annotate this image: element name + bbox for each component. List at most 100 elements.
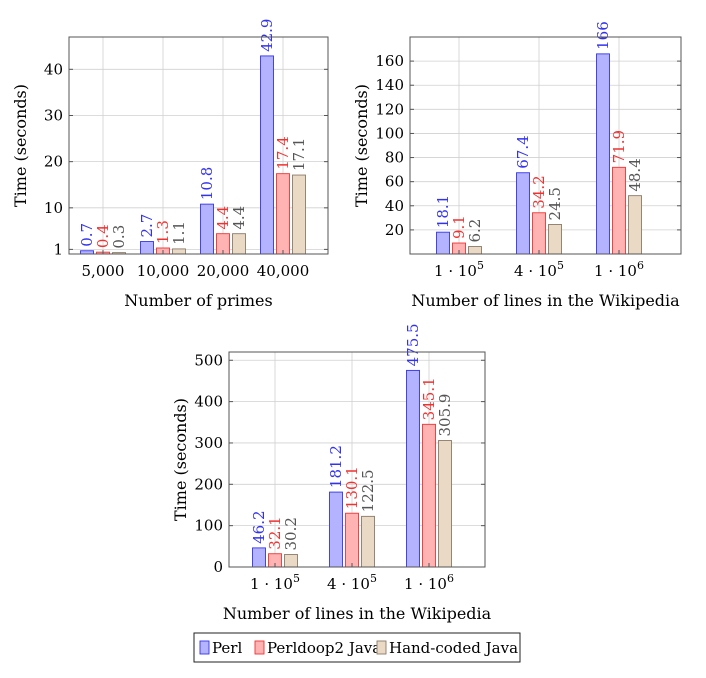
bar-perldoop-3 [276,173,290,255]
y-axis-label: Time (seconds) [352,84,371,207]
legend-label-perl: Perl [212,639,242,657]
legend: Perl Perldoop2 Java Hand-coded Java [193,632,521,663]
y-tick-label: 500 [194,351,223,369]
data-label-perl-2: 166 [594,21,612,50]
data-label-perldoop-1: 34.2 [530,175,548,208]
legend-box [193,632,521,663]
bar-perldoop-1 [532,212,546,255]
bar-handcoded-0 [468,246,482,255]
x-axis-label: Number of lines in the Wikipedia [411,291,680,310]
x-tick-label: 1 · 105 [434,259,484,280]
y-tick-label: 400 [194,393,223,411]
x-tick-label: 20,000 [197,262,250,280]
y-tick-label: 20 [44,153,63,171]
y-tick-label: 80 [385,149,404,167]
x-tick-label-base: 4 · 10 [327,575,370,593]
data-label-perldoop-0: 32.1 [266,516,284,549]
y-axis-label: Time (seconds) [11,84,30,207]
legend-label-perldoop: Perldoop2 Java [267,639,381,657]
x-tick-label-base: 1 · 10 [594,262,637,280]
legend-swatch-perldoop [254,640,265,655]
y-tick-label: 40 [44,60,63,78]
bar-perl-3 [260,55,274,255]
x-tick-label-exponent: 6 [637,259,644,272]
x-tick-label-exponent: 6 [447,572,454,585]
x-tick-label-exponent: 5 [293,572,300,585]
data-label-perl-2: 10.8 [198,167,216,200]
x-tick-label-exponent: 5 [370,572,377,585]
x-tick-label: 5,000 [82,262,125,280]
x-tick-label: 4 · 105 [327,572,377,593]
chart-primes: 0.7 2.7 10.8 42.9 0.4 1.3 4.4 17.4 0.3 1.1 4.4 17.1… [11,19,329,310]
bar-handcoded-2 [438,440,452,568]
bar-handcoded-3 [292,174,306,255]
bar-perl-0 [252,547,266,568]
y-tick-label: 60 [385,173,404,191]
plot-frame [68,36,329,255]
data-label-perldoop-1: 1.3 [154,220,172,244]
data-label-handcoded-3: 17.1 [290,138,308,171]
data-label-handcoded-0: 0.3 [110,225,128,249]
data-label-perldoop-2: 71.9 [610,130,628,163]
x-tick-label: 1 · 106 [404,572,454,593]
bar-perl-1 [516,172,530,255]
x-tick-label: 1 · 105 [250,572,300,593]
x-tick-label-base: 1 · 10 [250,575,293,593]
x-tick-label-exponent: 5 [477,259,484,272]
y-tick-label: 100 [194,517,223,535]
x-tick-label: 40,000 [257,262,310,280]
y-tick-label: 1 [53,240,63,258]
chart-wikipedia-large: 46.2 181.2 475.5 32.1 130.1 345.1 30.2 122.5 305… [171,323,492,623]
y-tick-label: 140 [375,76,404,94]
data-label-handcoded-2: 305.9 [436,394,454,437]
y-tick-label: 200 [194,475,223,493]
legend-swatch-handcoded [376,640,387,655]
data-label-perl-3: 42.9 [258,19,276,52]
bar-perl-1 [329,491,343,568]
bar-perl-2 [406,369,420,568]
data-label-perldoop-2: 345.1 [420,377,438,420]
plot-frame [409,36,682,255]
bar-handcoded-1 [361,515,375,568]
x-axis-label: Number of lines in the Wikipedia [223,604,492,623]
data-label-perldoop-0: 0.4 [94,224,112,248]
y-tick-label: 20 [385,221,404,239]
data-label-handcoded-2: 4.4 [230,206,248,230]
data-label-perl-0: 18.1 [434,195,452,228]
data-label-perl-0: 46.2 [250,510,268,543]
bar-handcoded-0 [284,554,298,568]
y-tick-label: 10 [44,199,63,217]
legend-label-handcoded: Hand-coded Java [389,639,518,657]
y-axis-label: Time (seconds) [171,398,190,521]
x-tick-label-base: 1 · 10 [434,262,477,280]
data-label-handcoded-2: 48.4 [626,158,644,191]
bar-perl-1 [140,241,154,255]
y-tick-label: 30 [44,106,63,124]
data-label-handcoded-0: 6.2 [466,219,484,243]
x-tick-label: 4 · 105 [514,259,564,280]
y-tick-label: 0 [213,558,223,576]
y-tick-label: 100 [375,124,404,142]
data-label-perl-1: 181.2 [327,445,345,488]
bar-handcoded-1 [172,248,186,255]
bar-perl-2 [200,203,214,255]
x-tick-label: 1 · 106 [594,259,644,280]
data-label-handcoded-1: 24.5 [546,187,564,220]
data-label-perldoop-1: 130.1 [343,466,361,509]
y-tick-label: 300 [194,434,223,452]
bar-handcoded-2 [232,233,246,255]
x-tick-label-base: 1 · 10 [404,575,447,593]
bar-perldoop-2 [612,166,626,255]
x-tick-label: 10,000 [137,262,190,280]
data-label-perldoop-0: 9.1 [450,215,468,239]
data-label-handcoded-1: 122.5 [359,469,377,512]
data-label-perl-1: 67.4 [514,135,532,168]
chart-wikipedia-small: 18.1 67.4 166 9.1 34.2 71.9 6.2 24.5 48.4 20 40 60 8… [352,21,682,310]
y-tick-label: 160 [375,52,404,70]
data-label-handcoded-0: 30.2 [282,517,300,550]
bar-handcoded-2 [628,195,642,255]
data-label-perldoop-3: 17.4 [274,136,292,169]
bar-handcoded-1 [548,224,562,255]
data-label-handcoded-1: 1.1 [170,221,188,245]
